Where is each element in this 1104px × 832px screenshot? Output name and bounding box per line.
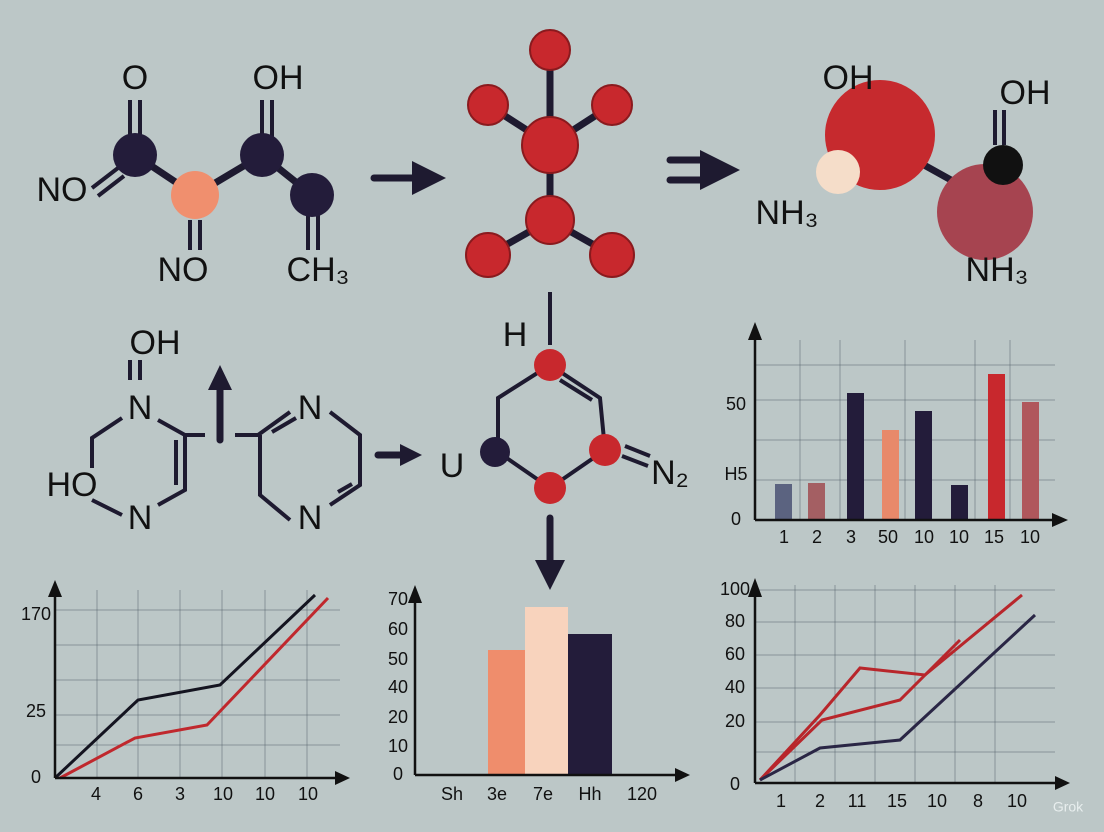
atom-label: O	[122, 59, 148, 97]
x-tick-label: 10	[927, 791, 947, 811]
x-tick-label: 10	[213, 784, 233, 804]
molecule-top-right: OH OH NH₃ NH₃	[756, 59, 1051, 289]
molecule-top-middle	[465, 29, 635, 278]
y-tick-label: 60	[725, 644, 745, 664]
y-tick-label: 100	[720, 579, 750, 599]
x-tick-label: Hh	[578, 784, 601, 804]
molecule-top-left: O OH NO NO CH₃	[37, 59, 350, 289]
bar-chart-right	[748, 322, 1068, 527]
line-chart-left	[48, 580, 350, 785]
x-tick-label: 3	[846, 527, 856, 547]
x-tick-label: 120	[627, 784, 657, 804]
x-tick-label: 15	[887, 791, 907, 811]
watermark: Grok	[1053, 799, 1084, 815]
arrow	[370, 161, 446, 195]
atom-label: H	[503, 316, 528, 354]
y-tick-label: 80	[725, 611, 745, 631]
y-tick-label: 50	[388, 649, 408, 669]
atom-label: CH₃	[287, 251, 350, 289]
y-tick-label: 0	[31, 767, 41, 787]
arrow	[374, 444, 422, 466]
x-tick-label: 10	[1007, 791, 1027, 811]
x-tick-label: 3e	[487, 784, 507, 804]
y-tick-label: 50	[726, 394, 746, 414]
atom-label: OH	[253, 59, 304, 97]
bar-chart-middle	[408, 585, 690, 782]
x-tick-label: 11	[848, 791, 867, 811]
atom-label: N	[128, 389, 153, 427]
x-tick-label: 7e	[533, 784, 553, 804]
atom-label: U	[440, 447, 465, 485]
atom-label: N	[298, 499, 323, 537]
atom-label: N	[298, 389, 323, 427]
x-tick-label: 1	[779, 527, 789, 547]
x-tick-label: 50	[878, 527, 898, 547]
atom-label: N	[128, 499, 153, 537]
x-tick-label: 8	[973, 791, 983, 811]
x-tick-label: 2	[815, 791, 825, 811]
x-tick-label: 10	[298, 784, 318, 804]
x-tick-label: 10	[255, 784, 275, 804]
y-tick-label: 10	[388, 736, 408, 756]
x-tick-label: 4	[91, 784, 101, 804]
atom-label: NH₃	[966, 251, 1029, 289]
y-tick-label: 20	[725, 711, 745, 731]
y-tick-label: 170	[21, 604, 51, 624]
y-tick-label: 20	[388, 707, 408, 727]
atom-label: OH	[823, 59, 874, 97]
x-tick-label: 3	[175, 784, 185, 804]
y-tick-label: 0	[393, 764, 403, 784]
y-tick-label: 25	[26, 701, 46, 721]
atom-label: NO	[158, 251, 209, 289]
y-tick-label: 40	[388, 677, 408, 697]
y-tick-label: 70	[388, 589, 408, 609]
atom-label: N₂	[651, 454, 689, 492]
x-tick-label: 15	[984, 527, 1004, 547]
atom-label: OH	[130, 324, 181, 362]
x-tick-label: 6	[133, 784, 143, 804]
x-tick-label: Sh	[441, 784, 463, 804]
double-arrow	[666, 150, 740, 190]
y-tick-label: 0	[731, 509, 741, 529]
x-tick-label: 2	[812, 527, 822, 547]
y-tick-label: 60	[388, 619, 408, 639]
atom-label: NO	[37, 171, 88, 209]
x-tick-label: 10	[949, 527, 969, 547]
atom-label: OH	[1000, 74, 1051, 112]
y-tick-label: 0	[730, 774, 740, 794]
x-tick-label: 10	[914, 527, 934, 547]
molecule-middle: H U N₂	[440, 292, 689, 590]
molecule-middle-left: OH N N HO N N	[47, 324, 362, 537]
y-tick-label: H5	[724, 464, 747, 484]
atom-label: HO	[47, 466, 98, 504]
x-tick-label: 1	[776, 791, 786, 811]
line-chart-right	[748, 578, 1070, 790]
atom-label: NH₃	[756, 194, 819, 232]
y-tick-label: 40	[725, 677, 745, 697]
x-tick-label: 10	[1020, 527, 1040, 547]
